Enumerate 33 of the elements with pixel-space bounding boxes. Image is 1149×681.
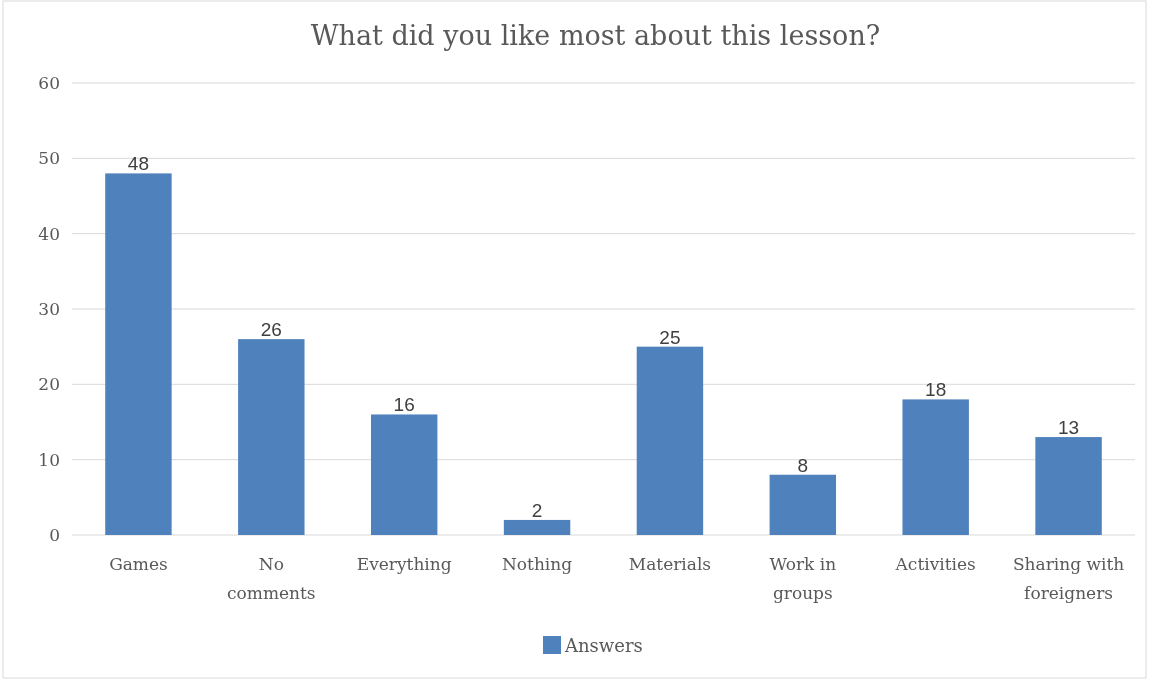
x-tick-label: Work in groups	[769, 554, 837, 603]
y-tick-label: 40	[38, 223, 60, 244]
y-tick-label: 0	[49, 525, 60, 545]
data-label: 8	[797, 454, 809, 476]
bar	[503, 519, 571, 535]
bar	[370, 414, 438, 535]
y-tick-label: 10	[38, 449, 60, 470]
data-label: 26	[260, 319, 282, 341]
y-tick-label: 50	[38, 148, 60, 169]
y-tick-label: 30	[38, 299, 60, 319]
data-label: 16	[393, 394, 415, 416]
y-tick-label: 60	[38, 73, 60, 93]
data-label: 18	[925, 379, 947, 401]
data-label: 48	[127, 153, 150, 175]
legend-label: Answers	[564, 635, 643, 656]
x-tick-label: Everything	[356, 554, 452, 574]
data-label: 25	[659, 326, 681, 348]
bar	[769, 474, 837, 535]
x-tick-label: Sharing with foreigners	[1012, 554, 1125, 603]
x-tick-label: Activities	[894, 554, 976, 574]
x-tick-label: Materials	[628, 554, 712, 574]
x-tick-label: Games	[109, 554, 168, 574]
bar	[902, 399, 969, 535]
y-tick-label: 20	[38, 374, 60, 395]
x-tick-label: Nothing	[501, 554, 573, 574]
bar	[105, 173, 172, 535]
bar	[1035, 437, 1102, 535]
data-label: 13	[1057, 417, 1080, 439]
bar	[238, 339, 305, 535]
x-tick-label: No comments	[227, 554, 316, 603]
data-label: 2	[531, 499, 543, 521]
chart-title: What did you like most about this lesson?	[310, 20, 881, 51]
bar	[636, 346, 704, 535]
